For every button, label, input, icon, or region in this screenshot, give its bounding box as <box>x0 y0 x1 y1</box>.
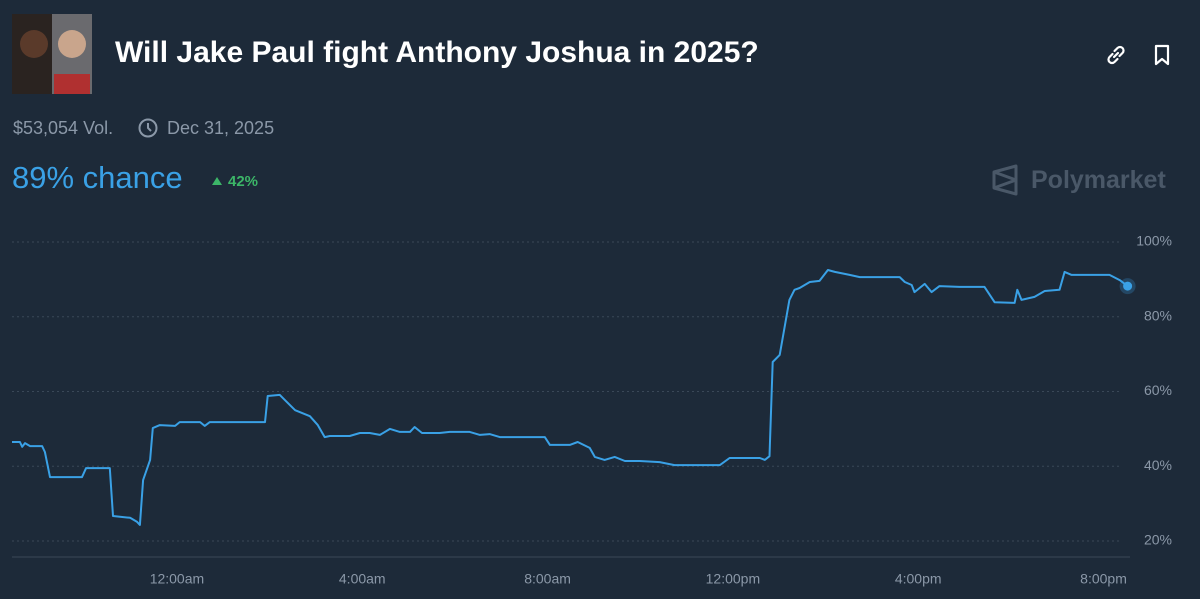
brand: Polymarket <box>1031 166 1166 194</box>
x-tick-label: 12:00pm <box>706 571 760 587</box>
x-tick-label: 4:00am <box>339 571 386 587</box>
x-tick-label: 12:00am <box>150 571 204 587</box>
last-point <box>1123 281 1133 291</box>
end-date: Dec 31, 2025 <box>167 118 275 138</box>
brand-logo <box>992 164 1018 196</box>
bookmark-button[interactable] <box>1150 43 1174 67</box>
x-tick-label: 8:00am <box>524 571 571 587</box>
chance: 89% chance <box>12 160 183 195</box>
y-tick-label: 100% <box>1136 233 1172 249</box>
price-line <box>12 269 1129 526</box>
link-button[interactable] <box>1104 43 1128 67</box>
y-tick-label: 40% <box>1144 457 1172 473</box>
market-image <box>12 14 92 94</box>
x-tick-label: 8:00pm <box>1080 571 1127 587</box>
y-tick-label: 20% <box>1144 532 1172 548</box>
volume: $53,054 Vol. <box>13 118 114 138</box>
x-tick-label: 4:00pm <box>895 571 942 587</box>
up-arrow <box>212 177 222 185</box>
y-tick-label: 80% <box>1144 307 1172 323</box>
y-tick-label: 60% <box>1144 382 1172 398</box>
clock-icon <box>138 118 158 138</box>
market-title: Will Jake Paul fight Anthony Joshua in 2… <box>115 36 759 69</box>
change: 42% <box>228 173 259 190</box>
